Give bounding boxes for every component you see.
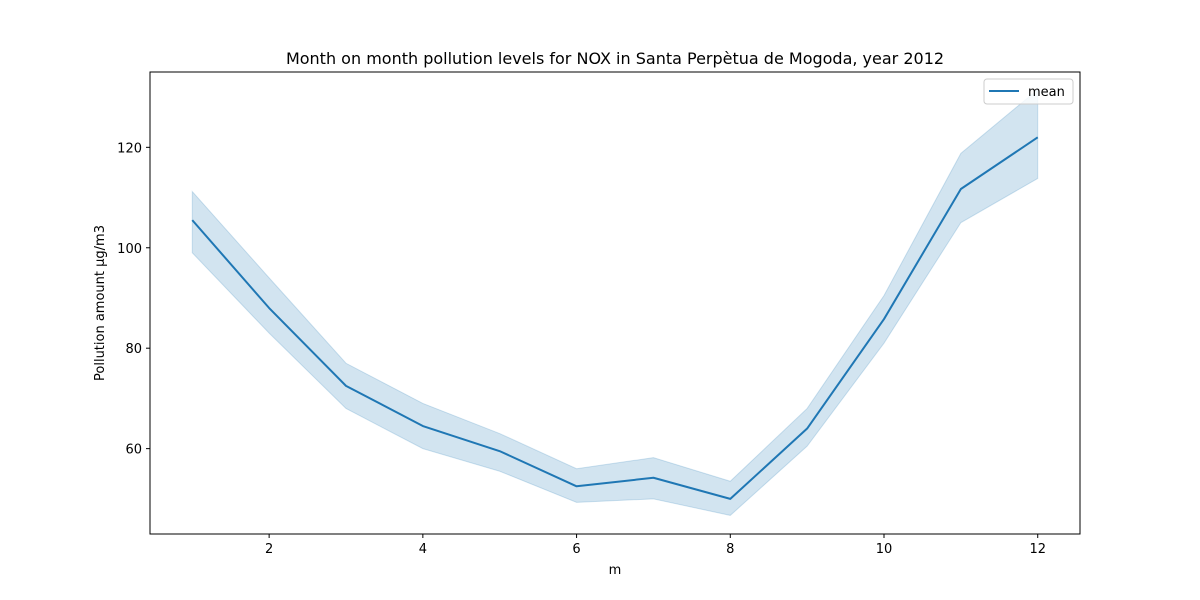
x-tick-label: 12 (1029, 542, 1046, 557)
y-tick-label: 100 (117, 242, 142, 257)
chart-title: Month on month pollution levels for NOX … (286, 49, 944, 68)
y-tick-label: 60 (125, 443, 142, 458)
x-axis: 2 4 6 8 10 12 (265, 534, 1046, 557)
data-point-mean-m7 (652, 477, 654, 479)
series-line-mean (191, 136, 1039, 500)
x-tick-label: 4 (419, 542, 427, 557)
x-axis-label: m (609, 563, 622, 578)
y-tick-label: 80 (125, 342, 142, 357)
legend: mean (983, 78, 1074, 105)
data-point-mean-m12 (1037, 136, 1039, 138)
data-point-mean-m9 (806, 428, 808, 430)
legend-box (983, 78, 1074, 105)
x-tick-label: 10 (876, 542, 893, 557)
axes-frame (149, 71, 1081, 535)
y-axis-label: Pollution amount µg/m3 (93, 225, 108, 381)
data-point-mean-m1 (191, 219, 193, 221)
y-tick-label: 120 (117, 141, 142, 156)
y-axis: 60 80 100 120 (117, 141, 150, 458)
x-tick-label: 6 (572, 542, 580, 557)
data-point-mean-m2 (268, 307, 270, 309)
data-point-mean-m4 (422, 425, 424, 427)
data-point-mean-m6 (576, 485, 578, 487)
data-point-mean-m5 (499, 450, 501, 452)
data-point-mean-m8 (729, 498, 731, 500)
x-tick-label: 2 (265, 542, 273, 557)
data-point-mean-m10 (883, 318, 885, 320)
x-tick-label: 8 (726, 542, 734, 557)
confidence-band-mean (191, 88, 1039, 516)
plot-area (191, 88, 1039, 516)
data-point-mean-m11 (960, 188, 962, 190)
data-point-mean-m3 (345, 385, 347, 387)
legend-label-mean: mean (1028, 85, 1065, 100)
